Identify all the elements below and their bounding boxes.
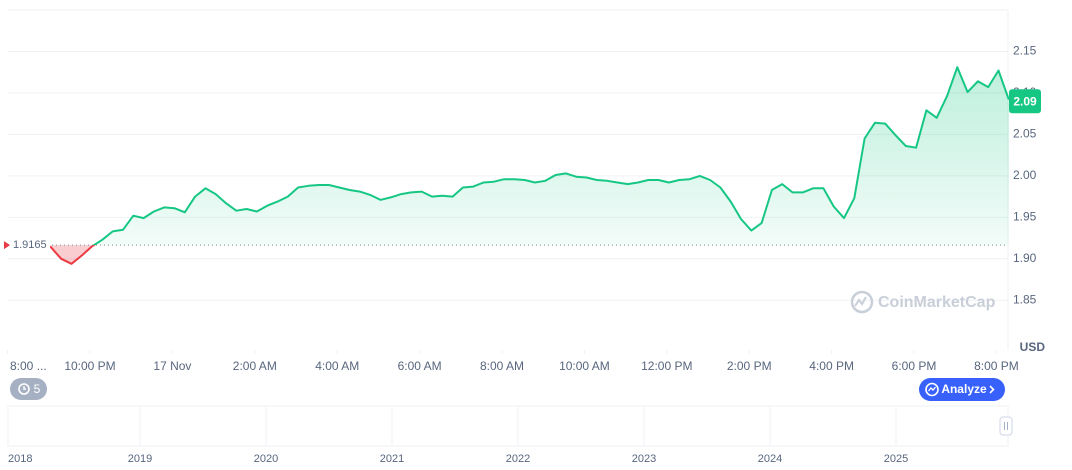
y-tick-label: 1.85 bbox=[1013, 292, 1037, 306]
navigator-year: 2020 bbox=[254, 453, 278, 465]
navigator-year: 2018 bbox=[8, 453, 32, 465]
baseline-label: 1.9165 bbox=[13, 239, 47, 251]
unit-label: USD bbox=[1020, 340, 1046, 354]
analyze-label: Analyze bbox=[941, 382, 987, 396]
y-tick-label: 1.90 bbox=[1013, 251, 1037, 265]
price-line-up bbox=[9, 66, 1010, 246]
history-button[interactable]: 5 bbox=[10, 378, 47, 400]
y-tick-label: 2.05 bbox=[1013, 127, 1037, 141]
area-up bbox=[12, 67, 1009, 246]
x-tick-label: 17 Nov bbox=[153, 359, 191, 373]
x-tick-label: 2:00 PM bbox=[727, 359, 772, 373]
y-tick-label: 2.15 bbox=[1013, 44, 1037, 58]
x-tick-label: 6:00 AM bbox=[398, 359, 442, 373]
current-price-label: 2.09 bbox=[1013, 94, 1037, 108]
current-price-badge bbox=[1009, 89, 1041, 114]
x-tick-label: 12:00 PM bbox=[641, 359, 692, 373]
navigator-handle[interactable] bbox=[999, 416, 1013, 436]
navigator-year: 2021 bbox=[380, 453, 404, 465]
navigator-year: 2023 bbox=[632, 453, 656, 465]
baseline-label-bg bbox=[4, 237, 50, 254]
x-tick-label: 2:00 AM bbox=[233, 359, 277, 373]
x-tick-label: 8:00 PM bbox=[974, 359, 1019, 373]
history-count: 5 bbox=[34, 382, 41, 396]
watermark-text: CoinMarketCap bbox=[878, 294, 996, 311]
navigator-year: 2022 bbox=[506, 453, 530, 465]
navigator-year: 2025 bbox=[884, 453, 908, 465]
x-tick-label: 10:00 PM bbox=[64, 359, 115, 373]
analyze-button[interactable]: Analyze bbox=[919, 378, 1005, 401]
x-tick-label: 10:00 AM bbox=[559, 359, 610, 373]
y-tick-label: 2.00 bbox=[1013, 168, 1037, 182]
y-tick-label: 1.95 bbox=[1013, 209, 1037, 223]
navigator-year: 2024 bbox=[758, 453, 782, 465]
x-tick-label: 8:00 ... bbox=[10, 359, 47, 373]
baseline-marker bbox=[4, 241, 10, 250]
navigator-year: 2019 bbox=[128, 453, 152, 465]
navigator[interactable] bbox=[7, 405, 1009, 447]
x-tick-label: 6:00 PM bbox=[892, 359, 937, 373]
watermark: CoinMarketCap bbox=[850, 290, 996, 314]
x-tick-label: 4:00 AM bbox=[315, 359, 359, 373]
x-tick-label: 8:00 AM bbox=[480, 359, 524, 373]
x-tick-label: 4:00 PM bbox=[809, 359, 854, 373]
